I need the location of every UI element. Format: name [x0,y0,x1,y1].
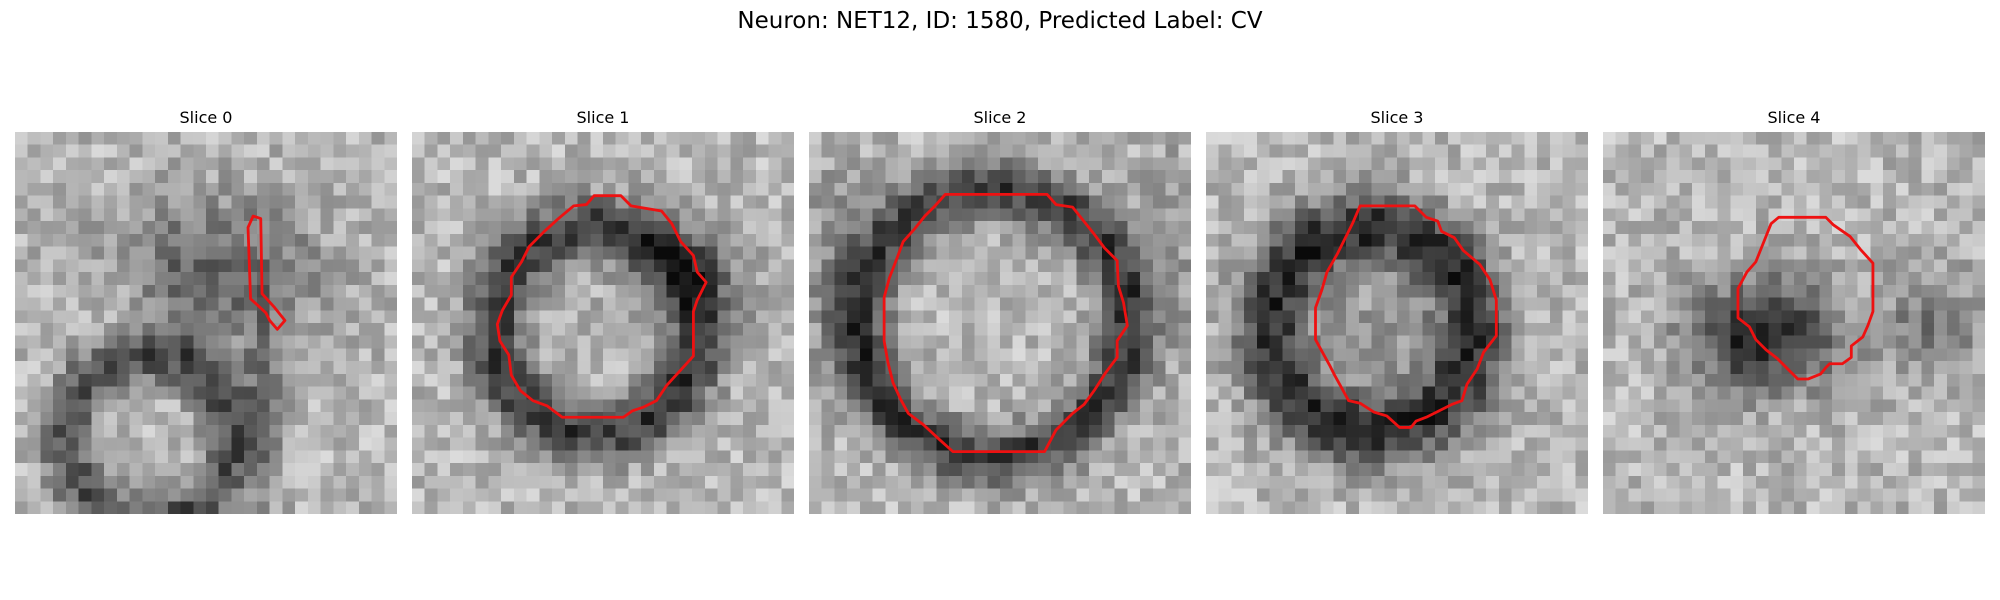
slice-title-1: Slice 1 [576,108,630,127]
slice-image-2 [809,132,1191,514]
slice-image-1 [412,132,794,514]
segmentation-contour [495,194,708,419]
slice-title-4: Slice 4 [1767,108,1821,127]
slice-panel-0: Slice 0 [15,108,397,514]
slice-panel-2: Slice 2 [809,108,1191,514]
slice-image-4 [1603,132,1985,514]
slice-panel-3: Slice 3 [1206,108,1588,514]
slice-image-3 [1206,132,1588,514]
slice-title-0: Slice 0 [179,108,233,127]
slice-panel-4: Slice 4 [1603,108,1985,514]
figure-title: Neuron: NET12, ID: 1580, Predicted Label… [737,8,1263,34]
segmentation-contour [1314,204,1498,429]
slice-title-3: Slice 3 [1370,108,1424,127]
segmentation-contour [1736,215,1875,381]
slice-title-2: Slice 2 [973,108,1027,127]
segmentation-contour [246,214,287,331]
segmentation-contour [882,192,1129,454]
slice-image-0 [15,132,397,514]
slice-panel-1: Slice 1 [412,108,794,514]
